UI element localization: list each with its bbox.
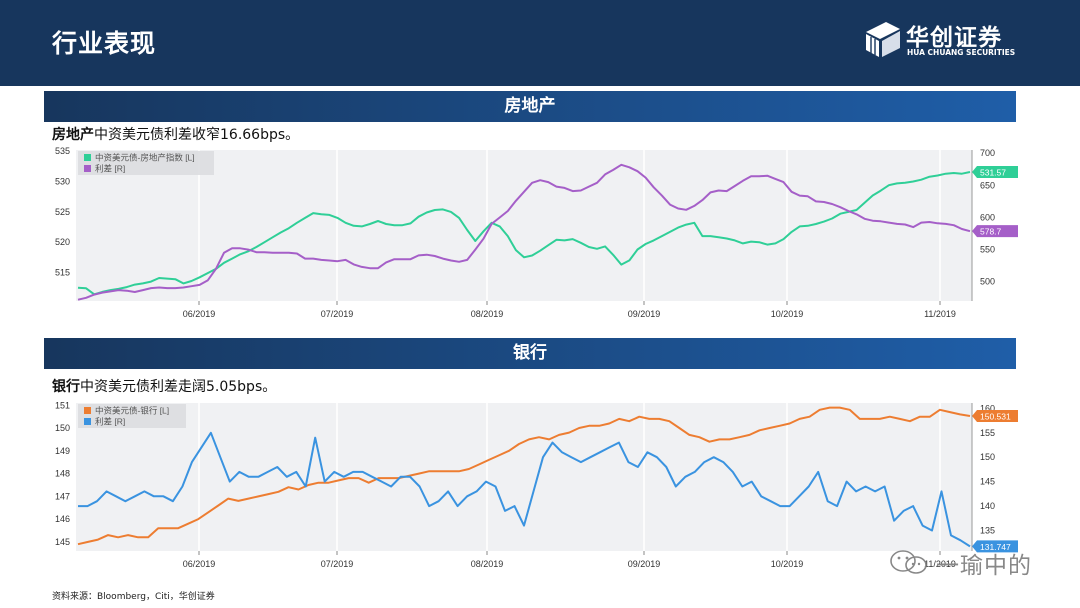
legend-swatch-0: [84, 154, 91, 161]
caption-bold: 银行: [52, 379, 80, 395]
logo-text-cn: 华创证券: [906, 25, 1002, 51]
end-tag-label: 531.57: [980, 168, 1006, 178]
y-left-tick-label: 515: [55, 267, 70, 277]
y-left-tick-label: 149: [55, 446, 70, 456]
y-right-tick-label: 550: [980, 245, 995, 255]
x-tick-label: 07/2019: [321, 309, 354, 319]
legend-label-0: 中资美元债-房地产指数 [L]: [95, 153, 195, 163]
caption-bank: 银行中资美元债利差走阔5.05bps。: [52, 376, 276, 396]
x-tick-label: 06/2019: [183, 559, 216, 569]
x-tick-label: 07/2019: [321, 559, 354, 569]
company-logo: 华创证券 HUA CHUANG SECURITIES: [862, 18, 1022, 62]
x-tick-label: 08/2019: [471, 559, 504, 569]
y-right-tick-label: 500: [980, 277, 995, 287]
y-left-tick-label: 147: [55, 491, 70, 501]
end-tag-label: 131.747: [980, 542, 1011, 552]
end-tag-shape: [972, 225, 1018, 238]
legend: 中资美元债-银行 [L]利差 [R]: [78, 404, 186, 428]
y-right-tick-label: 150: [980, 452, 995, 462]
y-right-tick-label: 155: [980, 428, 995, 438]
legend-label-1: 利差 [R]: [95, 417, 125, 427]
caption-text: 中资美元债利差收窄16.66bps。: [94, 127, 300, 143]
y-right-tick-label: 160: [980, 403, 995, 413]
y-right-tick-label: 140: [980, 501, 995, 511]
series-end-tag-1: 131.747: [972, 540, 1018, 553]
x-tick-label: 10/2019: [771, 309, 804, 319]
series-end-tag-0: 531.57: [972, 166, 1018, 179]
series-end-tag-0: 150.531: [972, 409, 1018, 422]
source-note: 资料来源：Bloomberg，Citi，华创证券: [52, 592, 215, 602]
legend-swatch-1: [84, 418, 91, 425]
series-line-0: [77, 406, 971, 546]
y-right-tick-label: 650: [980, 180, 995, 190]
chart-real-estate: 06/2019 07/2019 08/2019 09/2019 10/2019 11/20…: [44, 144, 1018, 322]
series-line-1: [78, 431, 971, 548]
legend: 中资美元债-房地产指数 [L]利差 [R]: [78, 151, 214, 175]
legend-swatch-0: [84, 407, 91, 414]
legend-box: [78, 404, 186, 428]
series-line-0: [77, 171, 971, 296]
y-left-tick-label: 145: [55, 537, 70, 547]
caption-bold: 房地产: [52, 127, 94, 143]
page-title: 行业表现: [52, 29, 157, 58]
watermark-text: 一瑜中的: [936, 553, 1032, 579]
plot-area: [76, 403, 972, 551]
legend-swatch-1: [84, 165, 91, 172]
x-tick-label: 11/2019: [924, 309, 956, 319]
chart-bank: 06/2019 07/2019 08/2019 09/2019 10/2019 11/20…: [44, 397, 1018, 577]
watermark: 一瑜中的: [888, 544, 1058, 580]
x-tick-label: 06/2019: [183, 309, 216, 319]
y-right-tick-label: 145: [980, 477, 995, 487]
y-left-tick-label: 148: [55, 469, 70, 479]
legend-box: [78, 151, 214, 175]
y-right-tick-label: 135: [980, 525, 995, 535]
y-right-tick-label: 600: [980, 212, 995, 222]
series-line-1: [77, 163, 971, 301]
end-tag-label: 578.7: [980, 227, 1002, 237]
series-end-tag-1: 578.7: [972, 225, 1018, 238]
plot-area: [76, 150, 972, 301]
x-tick-label: 10/2019: [771, 559, 804, 569]
x-tick-label: 09/2019: [628, 309, 661, 319]
y-left-tick-label: 535: [55, 146, 70, 156]
logo-mark-icon: [866, 22, 900, 57]
y-left-tick-label: 525: [55, 207, 70, 217]
end-tag-shape: [972, 166, 1018, 179]
caption-text: 中资美元债利差走阔5.05bps。: [80, 379, 277, 395]
end-tag-shape: [972, 540, 1018, 553]
y-left-tick-label: 146: [55, 514, 70, 524]
end-tag-shape: [972, 409, 1018, 422]
section-bar-bank: 银行: [44, 338, 1016, 369]
x-tick-label: 11/2019: [924, 559, 956, 569]
y-left-tick-label: 151: [55, 400, 70, 410]
y-left-tick-label: 530: [55, 177, 70, 187]
caption-real-estate: 房地产中资美元债利差收窄16.66bps。: [52, 124, 299, 144]
legend-label-1: 利差 [R]: [95, 164, 125, 174]
y-left-tick-label: 150: [55, 423, 70, 433]
y-right-tick-label: 700: [980, 148, 995, 158]
x-tick-label: 09/2019: [628, 559, 661, 569]
section-bar-real-estate: 房地产: [44, 91, 1016, 122]
end-tag-label: 150.531: [980, 411, 1011, 421]
y-left-tick-label: 520: [55, 237, 70, 247]
x-tick-label: 08/2019: [471, 309, 504, 319]
wechat-icon: [890, 550, 927, 574]
logo-text-en: HUA CHUANG SECURITIES: [907, 48, 1016, 57]
legend-label-0: 中资美元债-银行 [L]: [95, 406, 169, 416]
